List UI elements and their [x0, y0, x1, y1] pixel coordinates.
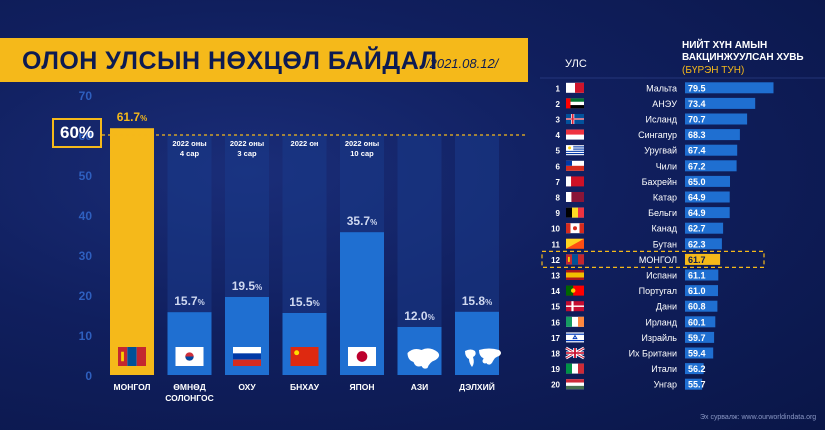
china-flag-icon	[290, 347, 319, 366]
y-tick-label: 70	[79, 89, 93, 103]
category-label: ДЭЛХИЙ	[459, 381, 495, 392]
bar-note: 4 сар	[180, 149, 200, 158]
mongolia-flag-icon-part	[136, 347, 146, 366]
ranking-subtitle: (БҮРЭН ТУН)	[682, 65, 745, 76]
category-label: МОНГОЛ	[114, 382, 151, 392]
bar-value-label: 12.0%	[404, 309, 434, 323]
page-title: ОЛОН УЛСЫН НӨХЦӨЛ БАЙДАЛ	[22, 47, 438, 75]
ranking-title-line: ВАКЦИНЖУУЛСАН ХУВЬ	[682, 52, 804, 63]
bar-value-label: 35.7%	[347, 214, 377, 228]
y-tick-label: 10	[79, 329, 93, 343]
bar	[110, 128, 154, 375]
japan-flag-icon-part	[356, 351, 368, 362]
bar-value-label: 15.7%	[174, 294, 204, 308]
world-map-icon-part	[465, 349, 476, 367]
category-label: ОХУ	[238, 382, 256, 392]
title-banner	[0, 38, 528, 82]
y-tick-label: 50	[79, 169, 93, 183]
source-note: Эх сурвалж: www.ourworldindata.org	[700, 414, 817, 421]
bar-icon-group	[407, 348, 440, 369]
country-column-header: УЛС	[565, 58, 587, 70]
mongolia-flag-icon-part	[127, 347, 137, 366]
bar-value-label: 15.8%	[462, 294, 492, 308]
bar-icon-group	[118, 347, 146, 366]
bar-note: 2022 оны	[172, 139, 206, 148]
y-tick-label: 40	[79, 209, 93, 223]
y-tick-label: 60	[79, 129, 93, 143]
y-tick-label: 0	[85, 369, 92, 383]
china-flag-icon-part	[294, 350, 300, 356]
ranking-title: НИЙТ ХҮН АМЫН ВАКЦИНЖУУЛСАН ХУВЬ	[682, 40, 822, 64]
threshold-label: 60%	[52, 118, 102, 148]
world-map-icon-part	[482, 358, 488, 364]
mongolia-flag-icon-part	[121, 351, 124, 362]
category-label: ЯПОН	[350, 382, 375, 392]
bar-note: 10 сар	[350, 149, 374, 158]
category-label: АЗИ	[411, 382, 429, 392]
bar-icon-group	[465, 348, 501, 367]
y-tick-label: 20	[79, 289, 93, 303]
y-tick-label: 30	[79, 249, 93, 263]
bar-value-label: 19.5%	[232, 279, 262, 293]
bar-note: 3 сар	[237, 149, 257, 158]
south-korea-flag-icon-part	[185, 356, 194, 361]
bar-value-label: 61.7%	[117, 110, 147, 124]
bar-note: 2022 оны	[345, 139, 379, 148]
bar	[455, 311, 499, 375]
asia-map-icon-part	[423, 359, 428, 363]
page-date: /2021.08.12/	[426, 56, 499, 71]
bar-icon-group	[348, 347, 376, 366]
bar-icon-group	[233, 347, 261, 366]
bar-note: 2022 он	[291, 139, 319, 148]
asia-map-icon-part	[407, 348, 440, 369]
world-map-icon-part	[479, 348, 501, 365]
bar-value-label: 15.5%	[289, 295, 319, 309]
category-label: СОЛОНГОС	[165, 393, 214, 403]
bar-icon-group	[175, 347, 204, 366]
bar-note: 2022 оны	[230, 139, 264, 148]
russia-flag-icon-part	[233, 353, 261, 360]
russia-flag-icon-part	[233, 359, 261, 366]
bar-icon-group	[290, 347, 319, 366]
ranking-title-line: НИЙТ ХҮН АМЫН	[682, 40, 768, 51]
category-label: ӨМНӨД	[173, 382, 206, 392]
category-label: БНХАУ	[290, 382, 320, 392]
